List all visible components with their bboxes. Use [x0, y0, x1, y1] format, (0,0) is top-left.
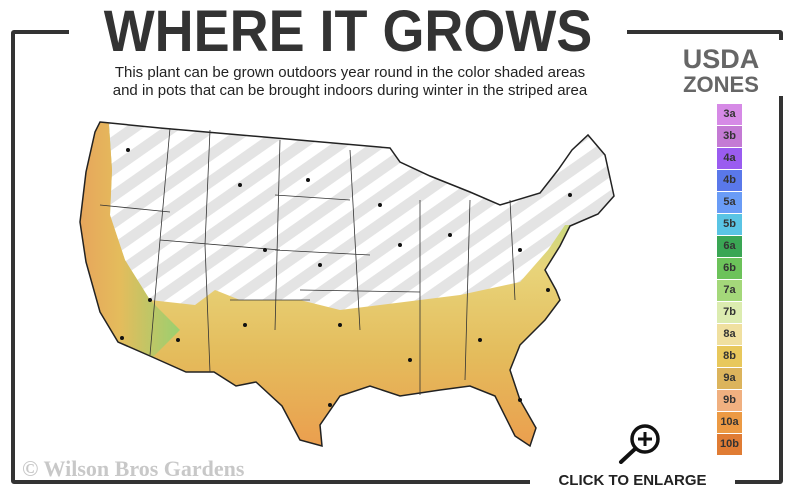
subtitle: This plant can be grown outdoors year ro… — [40, 64, 660, 100]
legend-zone-9a: 9a — [717, 368, 742, 389]
legend-zone-6b: 6b — [717, 258, 742, 279]
page-title: WHERE IT GROWS — [69, 0, 627, 64]
legend-zone-6a: 6a — [717, 236, 742, 257]
legend-title-line-2: ZONES — [683, 72, 759, 97]
click-to-enlarge-button[interactable]: CLICK TO ENLARGE — [530, 466, 735, 496]
state-borders — [99, 127, 516, 395]
legend-zone-8a: 8a — [717, 324, 742, 345]
zone-legend: 3a 3b 4a 4b 5a 5b 6a 6b 7a 7b 8a 8b 9a 9b 10a 10b — [717, 104, 742, 456]
legend-zone-9b: 9b — [717, 390, 742, 411]
legend-zone-10b: 10b — [717, 434, 742, 455]
legend-zone-7b: 7b — [717, 302, 742, 323]
legend-title: USDA ZONES — [656, 40, 786, 96]
copyright: © Wilson Bros Gardens — [22, 456, 245, 481]
subtitle-line-1: This plant can be grown outdoors year ro… — [114, 64, 586, 81]
legend-zone-7a: 7a — [717, 280, 742, 301]
legend-zone-5b: 5b — [717, 214, 742, 235]
legend-zone-10a: 10a — [717, 412, 742, 433]
legend-title-line-1: USDA — [682, 44, 760, 74]
legend-zone-5a: 5a — [717, 192, 742, 213]
legend-zone-4b: 4b — [717, 170, 742, 191]
city-dots — [120, 148, 572, 407]
legend-zone-3a: 3a — [717, 104, 742, 125]
zoom-in-icon[interactable] — [615, 422, 665, 464]
legend-zone-8b: 8b — [717, 346, 742, 367]
subtitle-line-2: and in pots that can be brought indoors … — [112, 82, 588, 99]
legend-zone-4a: 4a — [717, 148, 742, 169]
legend-zone-3b: 3b — [717, 126, 742, 147]
